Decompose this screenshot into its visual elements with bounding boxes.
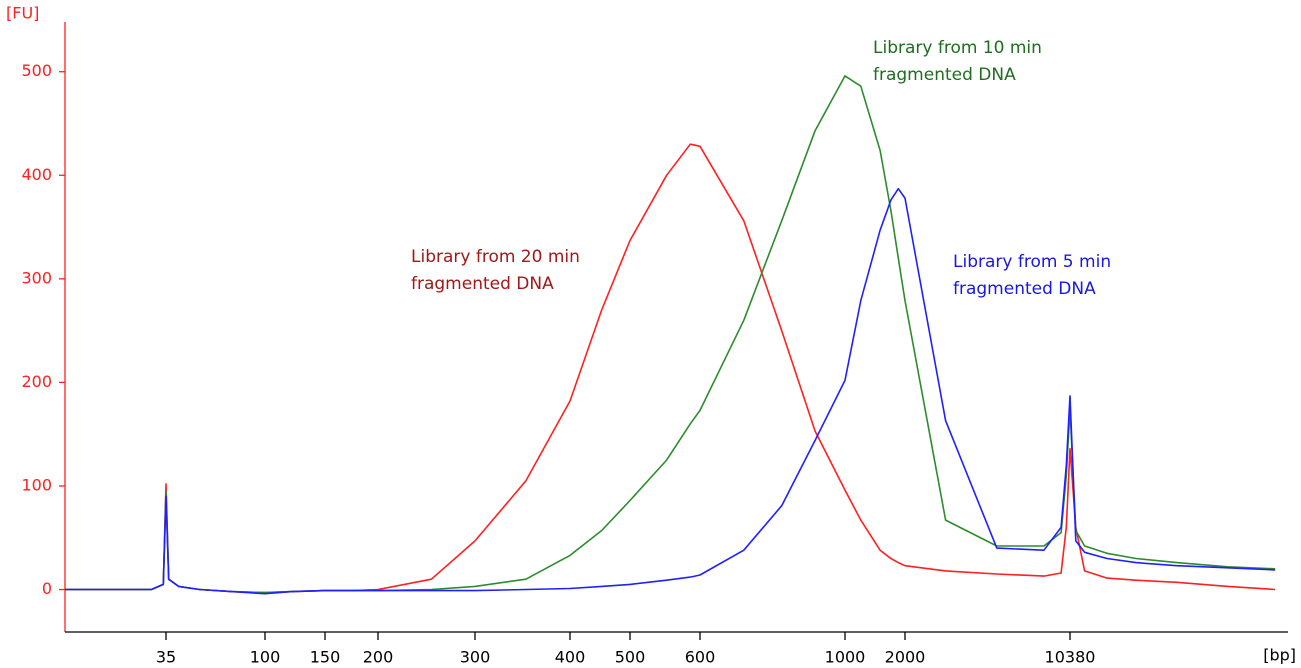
y-tick-label: 0 (42, 579, 52, 598)
x-tick-label: 500 (615, 648, 646, 667)
series-line (65, 187, 1276, 595)
x-tick-label: 400 (555, 648, 586, 667)
x-tick-label: 600 (685, 648, 716, 667)
series-line (65, 75, 1276, 594)
annotation: Library from 10 min (873, 38, 1042, 58)
y-axis-label: [FU] (6, 4, 39, 23)
y-tick-label: 400 (21, 165, 52, 184)
annotation: fragmented DNA (873, 65, 1016, 85)
x-tick-label: 2000 (885, 648, 926, 667)
annotation: fragmented DNA (411, 274, 554, 294)
annotation: Library from 5 min (953, 252, 1111, 272)
x-tick-label: 300 (460, 648, 491, 667)
x-tick-label: 10380 (1045, 648, 1096, 667)
y-tick-label: 200 (21, 372, 52, 391)
annotation: Library from 20 min (411, 247, 580, 267)
x-tick-label: 200 (363, 648, 394, 667)
y-tick-label: 300 (21, 268, 52, 287)
x-tick-label: 100 (250, 648, 281, 667)
y-tick-label: 500 (21, 61, 52, 80)
series-line (65, 143, 1276, 594)
x-tick-label: 150 (310, 648, 341, 667)
x-axis-label: [bp] (1263, 646, 1296, 665)
x-tick-label: 1000 (825, 648, 866, 667)
x-tick-label: 35 (156, 648, 176, 667)
y-tick-label: 100 (21, 475, 52, 494)
annotation: fragmented DNA (953, 279, 1096, 299)
